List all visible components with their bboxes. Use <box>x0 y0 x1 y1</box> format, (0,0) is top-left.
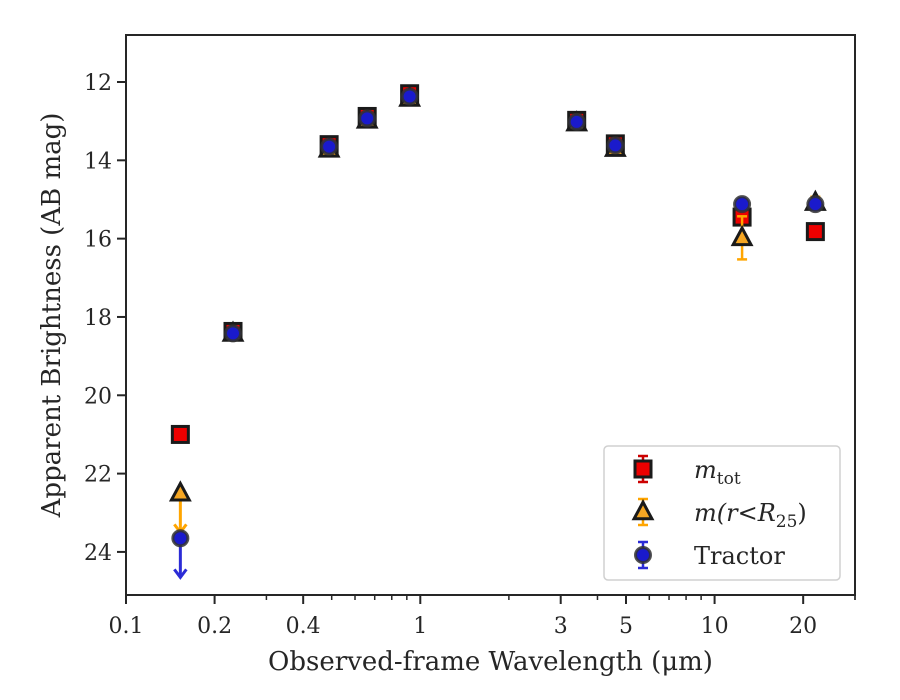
legend-marker <box>634 546 652 564</box>
legend-label: mtot <box>694 456 741 489</box>
data-point <box>168 480 192 502</box>
legend-marker <box>633 459 653 479</box>
x-tick-label: 20 <box>789 614 817 639</box>
data-point <box>730 224 754 247</box>
data-point <box>170 424 190 444</box>
legend-label: Tractor <box>694 542 785 570</box>
x-tick-label: 10 <box>701 614 729 639</box>
x-tick-label: 1 <box>413 614 427 639</box>
plot-frame <box>125 34 856 596</box>
data-point <box>806 195 825 214</box>
y-tick-label: 18 <box>84 306 112 331</box>
upper-limit-arrow-head <box>173 568 188 580</box>
x-tick-label: 0.1 <box>109 614 144 639</box>
data-point <box>805 222 825 242</box>
legend-label: m(r<R25) <box>694 499 807 532</box>
legend-box <box>603 445 841 581</box>
y-tick-label: 16 <box>84 228 112 253</box>
x-tick-label: 0.4 <box>286 614 321 639</box>
data-point <box>171 529 190 548</box>
data-point <box>400 87 419 106</box>
y-axis: 12 14 16 18 20 22 24 <box>84 71 126 566</box>
legend-marker <box>631 499 655 521</box>
x-axis: 0.1 0.2 0.4 1 3 5 10 20 <box>109 595 856 639</box>
x-tick-label: 3 <box>554 614 568 639</box>
data-point <box>733 195 752 214</box>
series-0 <box>170 84 825 444</box>
legend-entry: mtot <box>633 454 741 489</box>
y-tick-label: 14 <box>84 149 112 174</box>
y-tick-label: 24 <box>84 541 112 566</box>
data-point <box>358 109 377 128</box>
y-tick-label: 20 <box>84 384 112 409</box>
series-2 <box>171 87 825 580</box>
data-point <box>320 137 339 156</box>
x-tick-label: 0.2 <box>197 614 232 639</box>
y-tick-label: 12 <box>84 71 112 96</box>
legend-entry: m(r<R25) <box>631 497 807 532</box>
data-point <box>606 136 625 155</box>
x-axis-title: Observed-frame Wavelength (μm) <box>268 647 713 677</box>
y-tick-label: 22 <box>84 463 112 488</box>
y-axis-title: Apparent Brightness (AB mag) <box>37 113 67 519</box>
x-tick-label: 5 <box>619 614 633 639</box>
data-point <box>224 324 243 343</box>
data-point <box>567 112 586 131</box>
plot-marks <box>168 84 827 580</box>
legend: mtot m(r<R25) Tractor <box>603 445 841 581</box>
legend-entry: Tractor <box>634 540 785 570</box>
